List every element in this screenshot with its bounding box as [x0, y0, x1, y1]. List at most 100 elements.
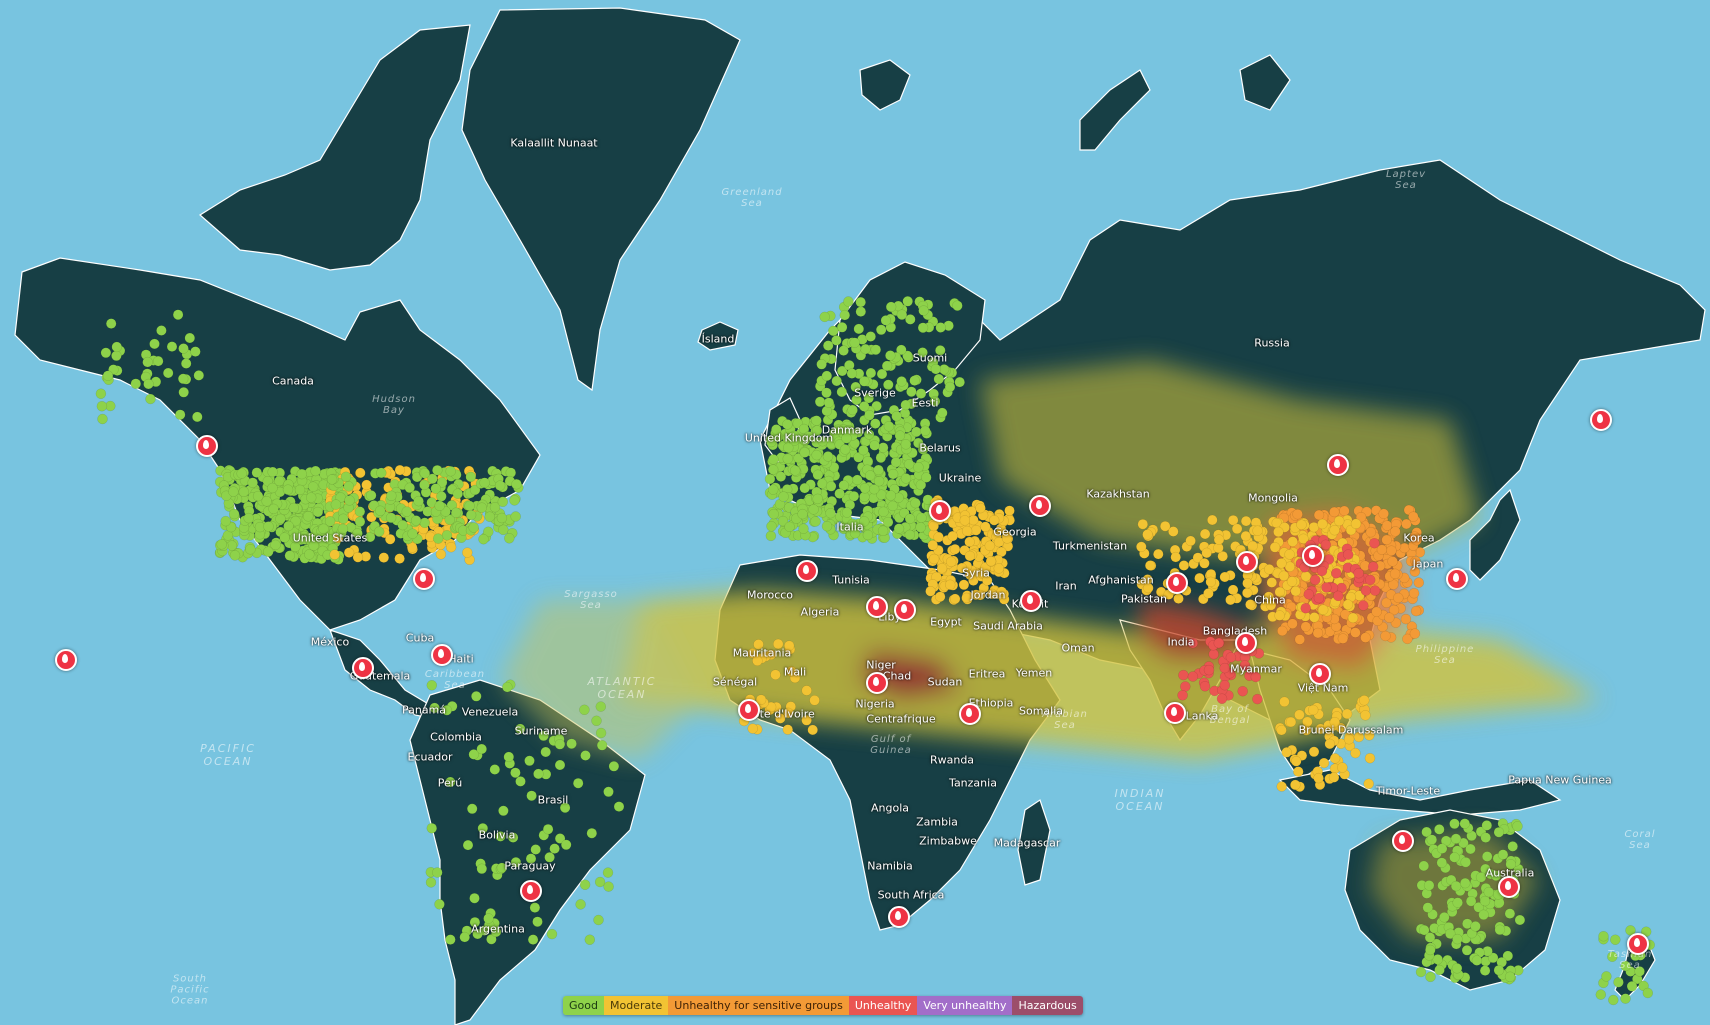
- station-dot[interactable]: [1360, 632, 1371, 643]
- station-dot[interactable]: [459, 931, 470, 943]
- station-dot[interactable]: [1371, 606, 1382, 618]
- station-dot[interactable]: [841, 507, 853, 518]
- station-dot[interactable]: [236, 468, 247, 479]
- station-dot[interactable]: [462, 839, 474, 851]
- station-dot[interactable]: [1329, 753, 1341, 764]
- station-dot[interactable]: [832, 424, 844, 435]
- station-dot[interactable]: [228, 486, 239, 497]
- station-dot[interactable]: [1460, 856, 1471, 868]
- station-dot[interactable]: [329, 549, 340, 560]
- station-dot[interactable]: [885, 350, 896, 361]
- station-dot[interactable]: [445, 541, 457, 553]
- station-dot[interactable]: [1159, 520, 1171, 532]
- station-dot[interactable]: [591, 715, 602, 727]
- station-dot[interactable]: [782, 453, 794, 465]
- station-dot[interactable]: [468, 522, 479, 533]
- station-dot[interactable]: [814, 396, 826, 408]
- station-dot[interactable]: [283, 520, 294, 532]
- station-dot[interactable]: [432, 867, 443, 878]
- station-dot[interactable]: [397, 519, 408, 531]
- station-dot[interactable]: [1187, 671, 1199, 682]
- station-dot[interactable]: [1358, 695, 1370, 706]
- station-dot[interactable]: [838, 345, 849, 356]
- station-dot[interactable]: [143, 378, 154, 390]
- station-dot[interactable]: [877, 525, 889, 537]
- station-dot[interactable]: [1339, 505, 1350, 517]
- station-dot[interactable]: [1471, 955, 1483, 966]
- station-dot[interactable]: [858, 444, 869, 456]
- station-dot[interactable]: [944, 381, 956, 393]
- station-dot[interactable]: [904, 529, 916, 541]
- station-dot[interactable]: [1434, 964, 1445, 976]
- station-dot[interactable]: [849, 337, 860, 348]
- station-dot[interactable]: [352, 528, 363, 539]
- station-dot[interactable]: [836, 386, 848, 398]
- station-dot[interactable]: [921, 472, 932, 483]
- station-dot[interactable]: [1620, 993, 1631, 1004]
- station-dot[interactable]: [764, 473, 776, 485]
- station-dot[interactable]: [880, 315, 892, 326]
- station-dot[interactable]: [789, 465, 801, 476]
- station-dot[interactable]: [916, 512, 927, 524]
- station-dot[interactable]: [1290, 755, 1302, 767]
- station-dot[interactable]: [913, 462, 924, 473]
- station-dot[interactable]: [1449, 852, 1460, 863]
- station-dot[interactable]: [1276, 781, 1287, 792]
- station-dot[interactable]: [1333, 515, 1345, 527]
- station-dot[interactable]: [326, 474, 338, 485]
- station-dot[interactable]: [864, 470, 876, 481]
- station-dot[interactable]: [1642, 987, 1654, 999]
- station-dot[interactable]: [340, 471, 352, 483]
- station-dot[interactable]: [789, 430, 800, 442]
- station-dot[interactable]: [1292, 508, 1303, 520]
- station-dot[interactable]: [352, 551, 364, 563]
- station-dot[interactable]: [1353, 567, 1364, 579]
- station-dot[interactable]: [782, 724, 794, 735]
- station-dot[interactable]: [1459, 877, 1471, 889]
- station-dot[interactable]: [810, 516, 821, 527]
- station-dot[interactable]: [812, 493, 823, 505]
- station-dot[interactable]: [858, 401, 870, 412]
- station-dot[interactable]: [566, 738, 577, 749]
- station-dot[interactable]: [1400, 613, 1412, 625]
- station-dot[interactable]: [95, 388, 107, 399]
- station-dot[interactable]: [554, 759, 566, 771]
- station-dot[interactable]: [1360, 585, 1372, 596]
- station-dot[interactable]: [1461, 945, 1473, 956]
- station-dot[interactable]: [954, 376, 965, 388]
- station-dot[interactable]: [968, 575, 979, 586]
- station-dot[interactable]: [949, 593, 961, 605]
- station-dot[interactable]: [958, 579, 970, 591]
- station-dot[interactable]: [1242, 577, 1253, 589]
- station-dot[interactable]: [504, 533, 515, 544]
- station-dot[interactable]: [1608, 994, 1619, 1006]
- station-dot[interactable]: [1389, 568, 1401, 580]
- station-dot[interactable]: [308, 540, 319, 551]
- station-dot[interactable]: [378, 552, 390, 563]
- station-dot[interactable]: [1422, 902, 1434, 913]
- station-dot[interactable]: [261, 496, 272, 507]
- station-dot[interactable]: [434, 500, 445, 512]
- station-dot[interactable]: [1450, 833, 1462, 845]
- station-dot[interactable]: [877, 442, 889, 453]
- station-dot[interactable]: [770, 669, 781, 680]
- station-dot[interactable]: [469, 892, 480, 904]
- station-dot[interactable]: [243, 512, 254, 524]
- station-dot[interactable]: [1423, 880, 1435, 891]
- station-dot[interactable]: [1369, 585, 1381, 596]
- station-dot[interactable]: [96, 400, 108, 412]
- station-dot[interactable]: [882, 516, 894, 528]
- station-dot[interactable]: [1364, 752, 1376, 764]
- station-dot[interactable]: [783, 442, 794, 453]
- station-dot[interactable]: [483, 526, 494, 538]
- station-dot[interactable]: [816, 478, 828, 489]
- fire-icon[interactable]: [1029, 495, 1051, 517]
- station-dot[interactable]: [401, 506, 413, 517]
- station-dot[interactable]: [533, 768, 544, 780]
- station-dot[interactable]: [354, 516, 366, 527]
- station-dot[interactable]: [900, 439, 912, 450]
- fire-icon[interactable]: [413, 568, 435, 590]
- station-dot[interactable]: [595, 701, 607, 712]
- station-dot[interactable]: [777, 515, 789, 527]
- station-dot[interactable]: [324, 516, 336, 527]
